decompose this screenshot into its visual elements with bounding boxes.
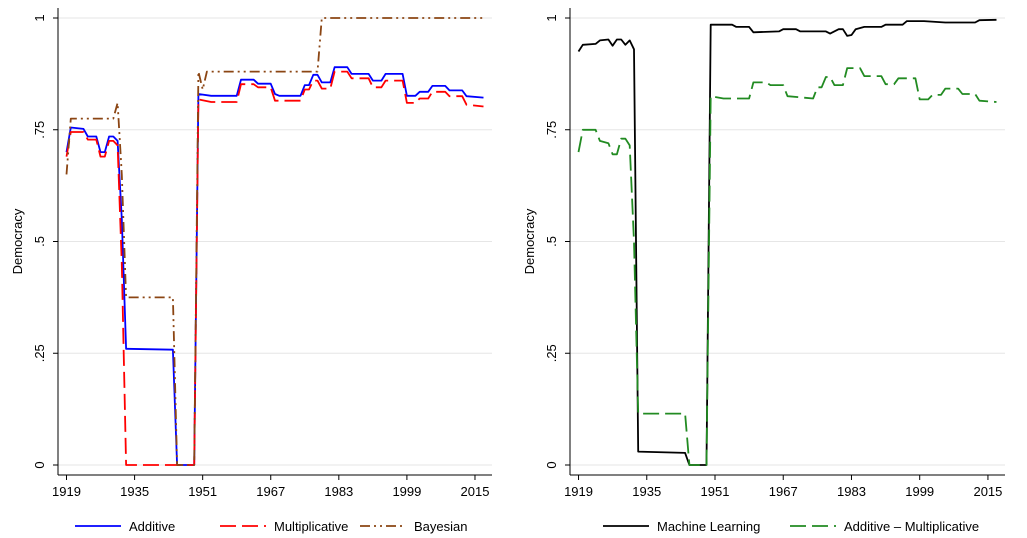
legend-label: Bayesian <box>414 519 467 534</box>
legend-label: Additive – Multiplicative <box>844 519 979 534</box>
x-tick-label: 1967 <box>256 484 285 499</box>
x-tick-label: 1935 <box>632 484 661 499</box>
y-tick-label: 0 <box>32 461 47 468</box>
y-tick-label: .75 <box>544 121 559 139</box>
x-tick-label: 2015 <box>461 484 490 499</box>
y-tick-label: .25 <box>544 344 559 362</box>
x-tick-label: 1919 <box>564 484 593 499</box>
y-axis-label: Democracy <box>10 208 25 274</box>
chart-panel-2: 0 .25 .5 .75 1 1919 1935 1951 1967 1983 1999 2015 De… <box>522 8 1005 534</box>
x-tick-label: 1935 <box>120 484 149 499</box>
y-tick-label: 1 <box>544 14 559 21</box>
series-line-bayesian <box>65 17 484 466</box>
y-tick-label: .5 <box>544 236 559 247</box>
y-tick-label: 1 <box>32 14 47 21</box>
y-tick-label: .75 <box>32 121 47 139</box>
series-line-additive <box>65 66 484 466</box>
legend-label: Additive <box>129 519 175 534</box>
y-tick-label: 0 <box>544 461 559 468</box>
x-tick-label: 2015 <box>973 484 1002 499</box>
chart-panel-1: 0 .25 .5 .75 1 1919 1935 1951 1967 1983 1999 2015 De… <box>10 8 492 534</box>
x-tick-label: 1999 <box>905 484 934 499</box>
x-tick-label: 1951 <box>701 484 730 499</box>
x-tick-label: 1967 <box>769 484 798 499</box>
series-line-machine-learning <box>577 18 997 466</box>
series-line-additive-multiplicative <box>577 67 997 466</box>
legend-label: Machine Learning <box>657 519 760 534</box>
y-tick-label: .5 <box>32 236 47 247</box>
legend-label: Multiplicative <box>274 519 348 534</box>
x-tick-label: 1999 <box>392 484 421 499</box>
series-line-multiplicative <box>65 70 484 466</box>
y-axis-label: Democracy <box>522 208 537 274</box>
x-tick-label: 1919 <box>52 484 81 499</box>
x-tick-label: 1951 <box>188 484 217 499</box>
y-tick-label: .25 <box>32 344 47 362</box>
x-tick-label: 1983 <box>837 484 866 499</box>
x-tick-label: 1983 <box>324 484 353 499</box>
